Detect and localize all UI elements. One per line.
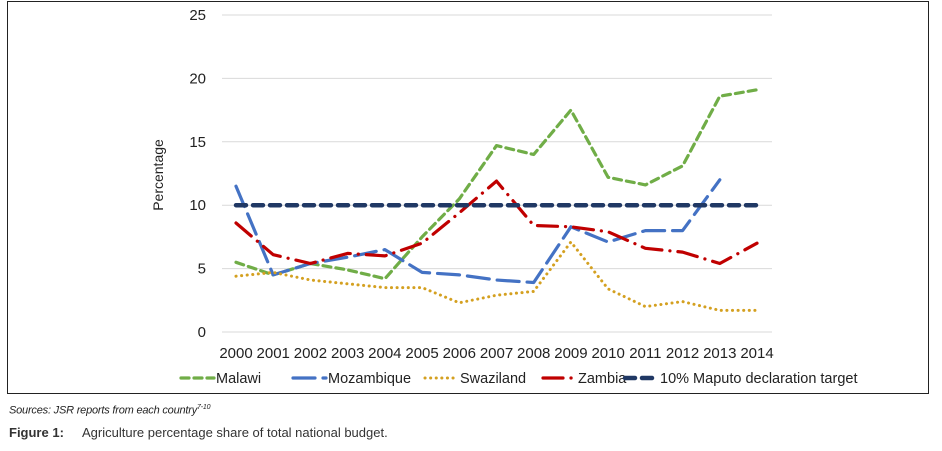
legend-item: 10% Maputo declaration target [622, 371, 858, 387]
chart-frame [7, 1, 929, 394]
legend-item: Mozambique [291, 371, 411, 387]
x-tick-label: 2012 [666, 345, 699, 362]
legend-label: Malawi [216, 371, 261, 387]
legend: Malawi Mozambique Swaziland Zambia 10% Maput… [179, 371, 858, 387]
legend-label: Zambia [578, 371, 627, 387]
x-tick-label: 2011 [629, 345, 661, 362]
x-tick-label: 2006 [443, 345, 476, 362]
y-tick-label: 10 [189, 197, 206, 214]
x-axis-ticks: 2000 2001 2002 2003 2004 2005 2006 2007 2008 2009… [219, 345, 773, 362]
x-tick-label: 2010 [591, 345, 624, 362]
y-tick-label: 0 [198, 324, 206, 341]
x-tick-label: 2007 [480, 345, 513, 362]
figure-caption: Figure 1: Agriculture percentage share of… [9, 425, 388, 440]
y-axis-title: Percentage [150, 139, 166, 211]
sources-superscript: 7-10 [197, 404, 211, 411]
x-tick-label: 2004 [368, 345, 401, 362]
series-line-zambia [234, 179, 759, 266]
legend-label: Mozambique [328, 371, 411, 387]
legend-label: Swaziland [460, 371, 526, 387]
sources-text: Sources: JSR reports from each country [9, 404, 198, 417]
series [233, 88, 760, 312]
y-tick-label: 20 [189, 70, 206, 87]
x-tick-label: 2009 [554, 345, 587, 362]
x-tick-label: 2005 [405, 345, 438, 362]
series-line-mozambique [234, 178, 722, 285]
x-tick-label: 2008 [517, 345, 550, 362]
legend-item: Swaziland [423, 371, 526, 387]
x-tick-label: 2001 [257, 345, 290, 362]
x-tick-label: 2014 [740, 345, 773, 362]
figure-caption-text: Agriculture percentage share of total na… [82, 425, 388, 440]
legend-label: 10% Maputo declaration target [660, 371, 858, 387]
sources-note: Sources: JSR reports from each country7-… [9, 404, 210, 417]
y-tick-label: 15 [189, 134, 206, 151]
figure-label: Figure 1: [9, 425, 64, 440]
x-tick-label: 2003 [331, 345, 364, 362]
x-tick-label: 2002 [294, 345, 327, 362]
x-tick-label: 2013 [703, 345, 736, 362]
legend-item: Malawi [179, 371, 261, 387]
y-tick-label: 5 [198, 261, 206, 278]
legend-item: Zambia [541, 371, 627, 387]
gridlines [222, 14, 772, 333]
y-axis-ticks: 0 5 10 15 20 25 [189, 7, 206, 341]
x-tick-label: 2000 [219, 345, 252, 362]
series-line-malawi [234, 88, 759, 281]
y-tick-label: 25 [189, 7, 206, 24]
